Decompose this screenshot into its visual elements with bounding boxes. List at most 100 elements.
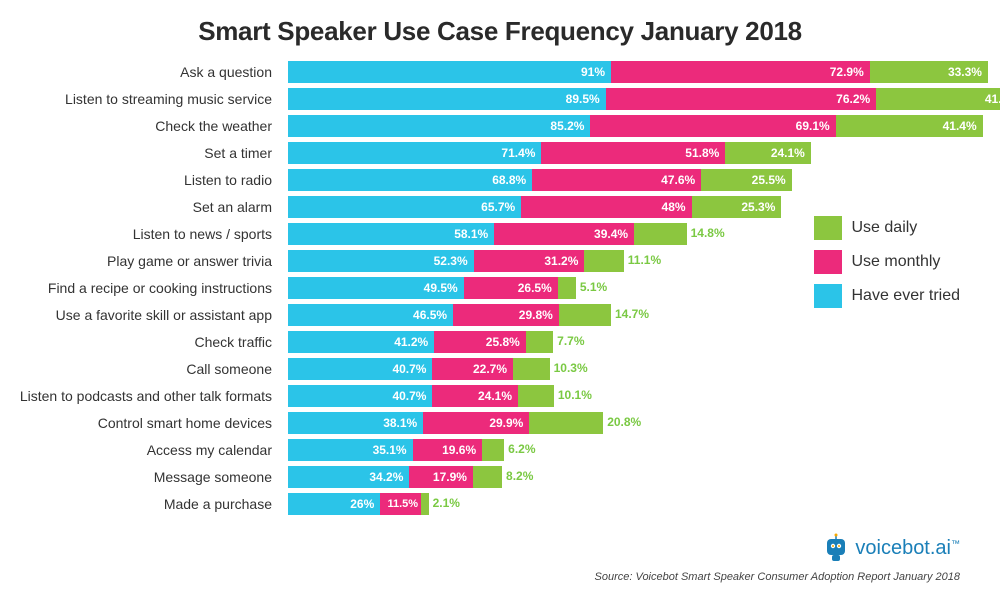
bar-ever-tried: 71.4%	[288, 142, 541, 164]
bar-monthly: 26.5%	[464, 277, 558, 299]
bar-ever-tried: 34.2%	[288, 466, 409, 488]
bar-ever-tried: 65.7%	[288, 196, 521, 218]
bar-monthly: 29.9%	[423, 412, 529, 434]
bar-monthly: 29.8%	[453, 304, 559, 326]
bar-ever-tried: 58.1%	[288, 223, 494, 245]
bar-daily: 10.1%	[518, 385, 554, 407]
bar-daily: 41.9%	[876, 88, 1000, 110]
row-label: Made a purchase	[0, 496, 280, 512]
row-label: Message someone	[0, 469, 280, 485]
chart-row: Ask a question 91%72.9%33.3%	[0, 60, 1000, 84]
row-label: Check the weather	[0, 118, 280, 134]
bar-monthly: 76.2%	[606, 88, 876, 110]
chart-row: Check the weather 85.2%69.1%41.4%	[0, 114, 1000, 138]
bar-daily: 14.8%	[634, 223, 687, 245]
bar-daily: 2.1%	[421, 493, 428, 515]
row-label: Control smart home devices	[0, 415, 280, 431]
bar-value-label: 5.1%	[580, 280, 607, 294]
row-label: Access my calendar	[0, 442, 280, 458]
legend-swatch	[814, 284, 842, 308]
bar-daily: 5.1%	[558, 277, 576, 299]
row-label: Set a timer	[0, 145, 280, 161]
bar-monthly: 51.8%	[541, 142, 725, 164]
row-label: Listen to radio	[0, 172, 280, 188]
chart-row: Check traffic41.2%25.8%7.7%	[0, 330, 1000, 354]
chart-row: Listen to streaming music service89.5%76…	[0, 87, 1000, 111]
chart-row: Made a purchase26%11.5%2.1%	[0, 492, 1000, 516]
row-label: Check traffic	[0, 334, 280, 350]
voicebot-logo: voicebot.ai™	[823, 533, 960, 563]
bar-ever-tried: 41.2%	[288, 331, 434, 353]
row-label: Listen to streaming music service	[0, 91, 280, 107]
row-label: Play game or answer trivia	[0, 253, 280, 269]
bar-monthly: 22.7%	[432, 358, 513, 380]
chart-title: Smart Speaker Use Case Frequency January…	[0, 0, 1000, 57]
source-caption: Source: Voicebot Smart Speaker Consumer …	[595, 571, 960, 583]
bar-ever-tried: 52.3%	[288, 250, 474, 272]
bar-ever-tried: 26%	[288, 493, 380, 515]
bar-daily: 25.5%	[701, 169, 792, 191]
legend-item: Have ever tried	[814, 284, 961, 308]
chart-row: Set a timer 71.4%51.8%24.1%	[0, 141, 1000, 165]
bar-monthly: 69.1%	[590, 115, 835, 137]
chart-row: Listen to podcasts and other talk format…	[0, 384, 1000, 408]
bar-daily: 6.2%	[482, 439, 504, 461]
bar-monthly: 25.8%	[434, 331, 526, 353]
legend-swatch	[814, 250, 842, 274]
bar-ever-tried: 85.2%	[288, 115, 590, 137]
bar-value-label: 7.7%	[557, 334, 584, 348]
row-label: Ask a question	[0, 64, 280, 80]
bar-daily: 7.7%	[526, 331, 553, 353]
chart-row: Listen to radio68.8%47.6%25.5%	[0, 168, 1000, 192]
legend-label: Have ever tried	[852, 287, 961, 305]
row-label: Listen to news / sports	[0, 226, 280, 242]
row-label: Listen to podcasts and other talk format…	[0, 388, 280, 404]
legend-item: Use monthly	[814, 250, 961, 274]
voicebot-icon	[823, 533, 849, 563]
bar-value-label: 2.1%	[433, 496, 460, 510]
bar-ever-tried: 91%	[288, 61, 611, 83]
bar-value-label: 8.2%	[506, 469, 533, 483]
legend-label: Use monthly	[852, 253, 941, 271]
bar-daily: 8.2%	[473, 466, 502, 488]
bar-value-label: 14.8%	[691, 226, 725, 240]
chart-row: Control smart home devices 38.1%29.9% 20.8…	[0, 411, 1000, 435]
bar-value-label: 11.1%	[628, 253, 661, 267]
legend: Use daily Use monthly Have ever tried	[814, 216, 961, 318]
chart-row: Message someone34.2%17.9%8.2%	[0, 465, 1000, 489]
chart-row: Access my calendar 35.1%19.6%6.2%	[0, 438, 1000, 462]
row-label: Set an alarm	[0, 199, 280, 215]
voicebot-logo-text: voicebot.ai™	[855, 537, 960, 560]
bar-daily: 11.1%	[584, 250, 623, 272]
bar-daily: 14.7%	[559, 304, 611, 326]
bar-daily: 24.1%	[725, 142, 811, 164]
legend-item: Use daily	[814, 216, 961, 240]
bar-monthly: 24.1%	[432, 385, 518, 407]
bar-ever-tried: 35.1%	[288, 439, 413, 461]
bar-daily: 25.3%	[692, 196, 782, 218]
bar-daily: 33.3%	[870, 61, 988, 83]
bar-daily: 10.3%	[513, 358, 550, 380]
bar-monthly: 72.9%	[611, 61, 870, 83]
bar-value-label: 10.1%	[558, 388, 592, 402]
bar-ever-tried: 38.1%	[288, 412, 423, 434]
row-label: Find a recipe or cooking instructions	[0, 280, 280, 296]
bar-monthly: 47.6%	[532, 169, 701, 191]
bar-ever-tried: 46.5%	[288, 304, 453, 326]
bar-daily: 41.4%	[836, 115, 983, 137]
bar-monthly: 17.9%	[409, 466, 473, 488]
bar-value-label: 10.3%	[554, 361, 588, 375]
chart-row: Call someone40.7%22.7%10.3%	[0, 357, 1000, 381]
bar-ever-tried: 49.5%	[288, 277, 464, 299]
legend-label: Use daily	[852, 219, 918, 237]
bar-monthly: 48%	[521, 196, 691, 218]
bar-ever-tried: 40.7%	[288, 385, 432, 407]
bar-value-label: 20.8%	[607, 415, 641, 429]
row-label: Use a favorite skill or assistant app	[0, 307, 280, 323]
bar-monthly: 19.6%	[413, 439, 483, 461]
bar-monthly: 39.4%	[494, 223, 634, 245]
legend-swatch	[814, 216, 842, 240]
bar-ever-tried: 40.7%	[288, 358, 432, 380]
bar-monthly: 31.2%	[474, 250, 585, 272]
row-label: Call someone	[0, 361, 280, 377]
